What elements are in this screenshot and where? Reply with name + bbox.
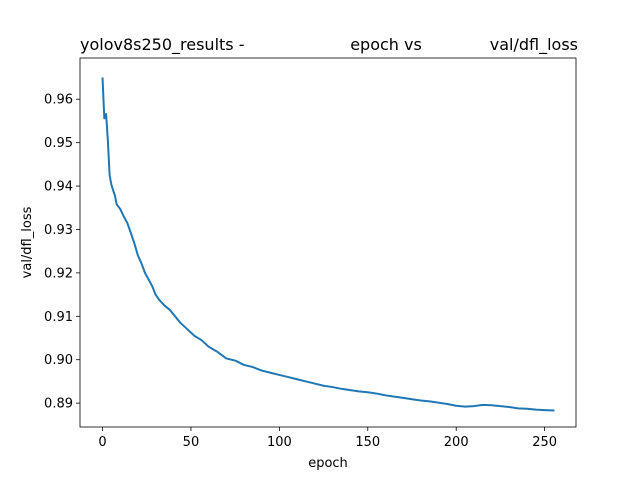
y-axis-label: val/dfl_loss xyxy=(20,206,35,278)
y-tick-label: 0.95 xyxy=(44,136,73,151)
x-tick-label: 250 xyxy=(532,435,557,450)
axis-ticks: 0 50 100 150 200 250 0.89 0.90 0.91 0.92 0.93 0.94 0… xyxy=(44,93,557,450)
series-line xyxy=(101,77,555,412)
x-tick-label: 0 xyxy=(98,435,106,450)
y-tick-label: 0.92 xyxy=(44,266,73,281)
y-tick-label: 0.90 xyxy=(44,353,73,368)
x-axis-label: epoch xyxy=(308,456,348,471)
y-tick-label: 0.94 xyxy=(44,180,73,195)
x-tick-label: 200 xyxy=(444,435,469,450)
y-tick-label: 0.91 xyxy=(44,310,73,325)
chart-title-part: yolov8s250_results - xyxy=(80,35,244,55)
plot-area xyxy=(101,77,555,412)
chart-title-part: val/dfl_loss xyxy=(490,35,578,55)
y-tick-label: 0.96 xyxy=(44,93,73,108)
x-tick-label: 100 xyxy=(267,435,292,450)
chart-title: yolov8s250_results - epoch vs val/dfl_loss xyxy=(80,35,578,55)
y-tick-label: 0.89 xyxy=(44,397,73,412)
plot-frame xyxy=(79,57,577,428)
y-tick-label: 0.93 xyxy=(44,223,73,238)
chart-title-part: epoch vs xyxy=(350,35,422,54)
x-tick-label: 150 xyxy=(355,435,380,450)
x-tick-label: 50 xyxy=(183,435,200,450)
